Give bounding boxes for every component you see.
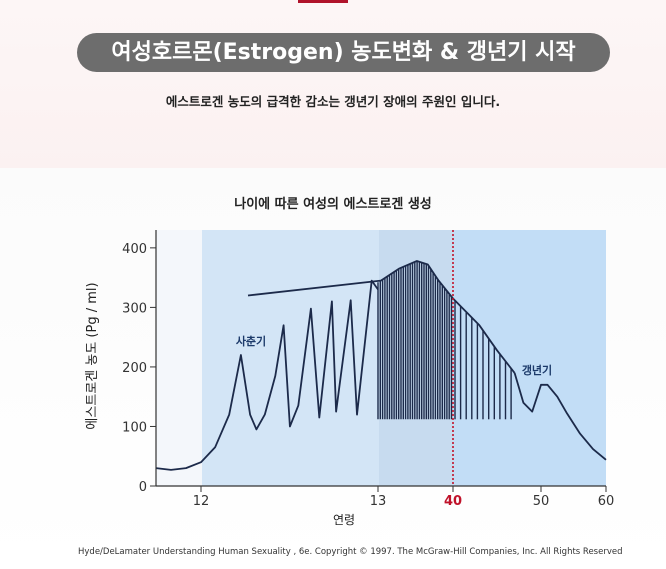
bg-band-childhood [156, 230, 202, 486]
y-axis-label: 에스트로겐 농도 (Pg / ml) [85, 282, 100, 429]
x-tick-label: 12 [193, 494, 210, 509]
annotation-menopause: 갱년기 [522, 363, 552, 377]
y-tick-label: 400 [122, 242, 147, 257]
accent-tab [298, 0, 348, 3]
credit-line: Hyde/DeLamater Understanding Human Sexua… [78, 547, 623, 557]
bg-band-puberty [202, 230, 379, 486]
x-tick-label: 50 [533, 494, 550, 509]
annotation-puberty: 사춘기 [236, 334, 266, 348]
y-tick-label: 300 [122, 301, 147, 316]
cycle-teeth [377, 261, 512, 420]
header-band [0, 0, 666, 168]
y-tick-label: 200 [122, 361, 147, 376]
y-ticks: 0 100 200 300 400 [122, 242, 156, 495]
x-tick-label: 60 [598, 494, 615, 509]
series-line-0 [155, 279, 379, 471]
headline-pill: 여성호르몬(Estrogen) 농도변화 & 갱년기 시작 [77, 33, 610, 72]
series-line-2 [513, 372, 607, 461]
bg-band-menopause [454, 230, 606, 486]
x-axis-label: 연령 [333, 513, 355, 527]
y-tick-label: 100 [122, 420, 147, 435]
series-line-1 [247, 260, 516, 374]
chart-title: 나이에 따른 여성의 에스트로겐 생성 [234, 197, 432, 212]
subheading: 에스트로겐 농도의 급격한 감소는 갱년기 장애의 주원인 입니다. [165, 94, 501, 109]
x-tick-label: 13 [370, 494, 387, 509]
series-lines [155, 260, 607, 471]
y-tick-label: 0 [139, 480, 147, 495]
x-ticks: 12 13 40 50 60 [193, 486, 615, 509]
x-tick-label: 40 [444, 494, 462, 509]
